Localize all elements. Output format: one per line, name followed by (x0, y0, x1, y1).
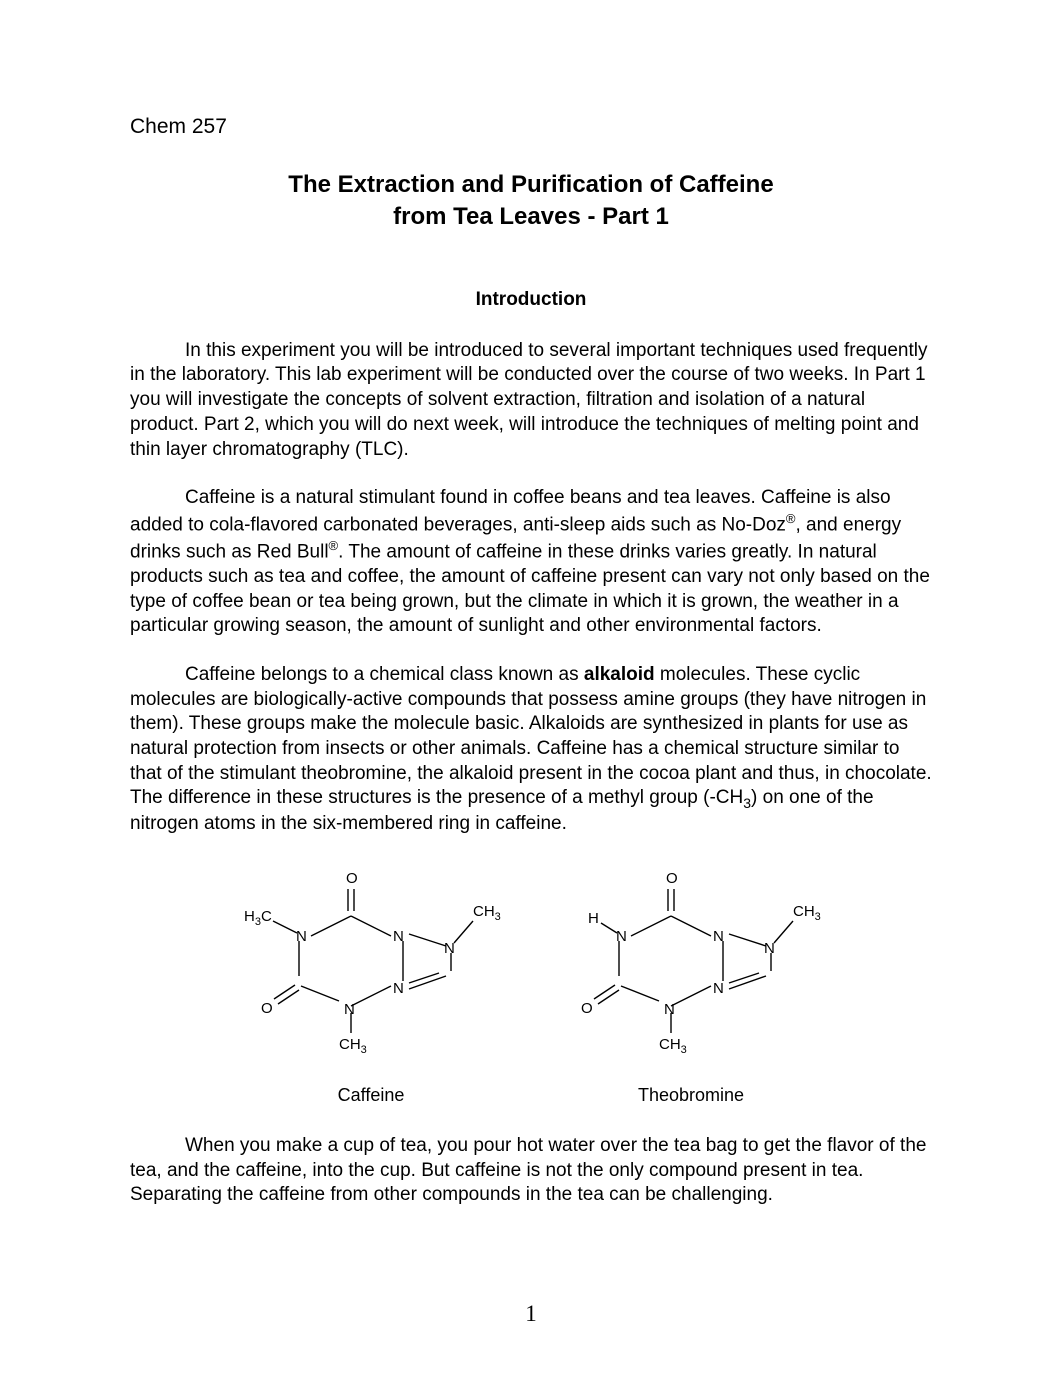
svg-text:CH3: CH3 (339, 1036, 367, 1056)
atom-N4-t: N (764, 940, 775, 957)
atom-ch3-top: CH (473, 903, 495, 920)
p2-part-a: Caffeine is a natural stimulant found in… (130, 487, 891, 535)
document-title: The Extraction and Purification of Caffe… (130, 169, 932, 234)
atom-N3-t: N (664, 1001, 675, 1018)
atom-ch3-bot-t: CH (659, 1036, 681, 1053)
paragraph-1: In this experiment you will be introduce… (130, 339, 932, 462)
atom-N3: N (344, 1001, 355, 1018)
p3-part-a: Caffeine belongs to a chemical class kno… (185, 664, 584, 685)
title-line-1: The Extraction and Purification of Caffe… (288, 171, 773, 198)
atom-ch3-bot-sub: 3 (361, 1044, 367, 1056)
figures-row: O O H3C CH3 CH3 N N N N N Caffeine (130, 861, 932, 1106)
theobromine-caption: Theobromine (638, 1085, 744, 1106)
figure-caffeine: O O H3C CH3 CH3 N N N N N Caffeine (241, 861, 501, 1106)
atom-N1-t: N (616, 928, 627, 945)
page-number: 1 (0, 1301, 1062, 1327)
svg-text:CH3: CH3 (659, 1036, 687, 1056)
atom-ch3-bot: CH (339, 1036, 361, 1053)
paragraph-2: Caffeine is a natural stimulant found in… (130, 486, 932, 639)
paragraph-4: When you make a cup of tea, you pour hot… (130, 1134, 932, 1208)
atom-ch3-top-t: CH (793, 903, 815, 920)
registered-mark-2: ® (329, 538, 339, 553)
atom-O-top-t: O (666, 870, 678, 887)
p3-bold: alkaloid (584, 664, 655, 685)
atom-N2-t: N (713, 928, 724, 945)
title-line-2: from Tea Leaves - Part 1 (393, 203, 669, 230)
theobromine-structure-icon: O O H CH3 CH3 N N N N N (561, 861, 821, 1071)
atom-N4: N (444, 940, 455, 957)
svg-text:CH3: CH3 (793, 903, 821, 923)
paragraph-3: Caffeine belongs to a chemical class kno… (130, 663, 932, 837)
p3-sub: 3 (743, 795, 751, 811)
atom-O-left: O (261, 1000, 273, 1017)
caffeine-caption: Caffeine (338, 1085, 405, 1106)
atom-ch3-top-sub-t: 3 (815, 911, 821, 923)
atom-O-left-t: O (581, 1000, 593, 1017)
atom-ch3-bot-sub-t: 3 (681, 1044, 687, 1056)
atom-H-left-t: H (588, 910, 599, 927)
atom-N5: N (393, 980, 404, 997)
svg-text:CH3: CH3 (473, 903, 501, 923)
atom-ch3-top-sub: 3 (495, 911, 501, 923)
section-heading: Introduction (130, 289, 932, 311)
figure-theobromine: O O H CH3 CH3 N N N N N Theobromine (561, 861, 821, 1106)
course-code: Chem 257 (130, 115, 932, 139)
atom-N1: N (296, 928, 307, 945)
atom-N5-t: N (713, 980, 724, 997)
atom-h3c-c: C (261, 908, 272, 925)
caffeine-structure-icon: O O H3C CH3 CH3 N N N N N (241, 861, 501, 1071)
svg-text:H3C: H3C (244, 908, 272, 928)
atom-h3c-h: H (244, 908, 255, 925)
atom-N2: N (393, 928, 404, 945)
atom-O-top: O (346, 870, 358, 887)
